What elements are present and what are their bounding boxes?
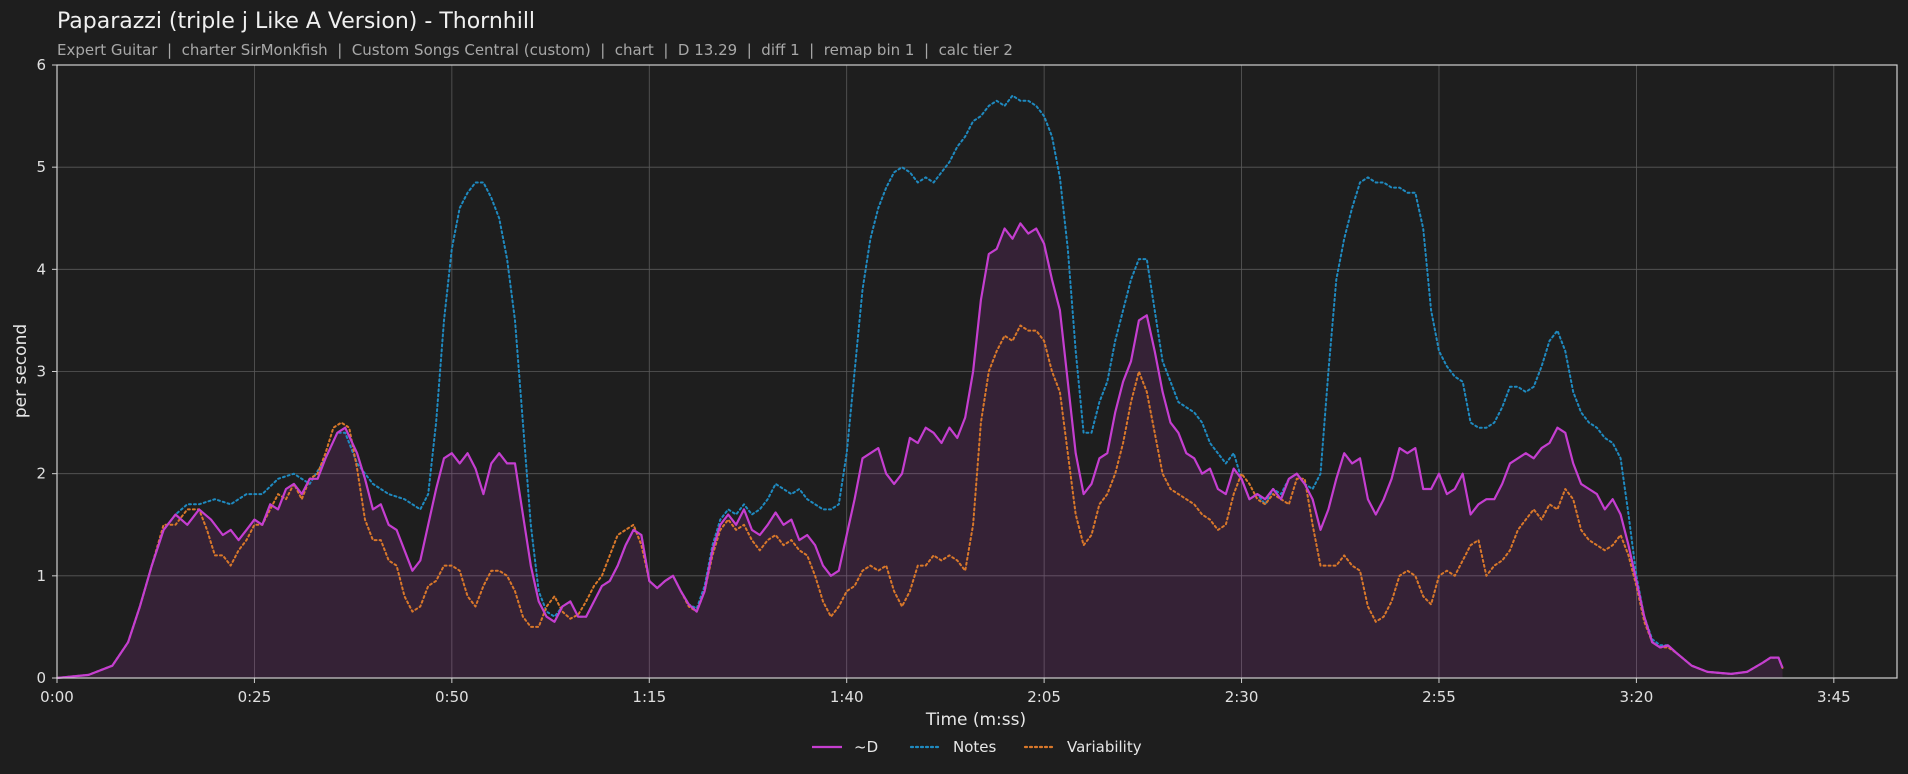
legend-label: Variability bbox=[1067, 738, 1142, 756]
chart-subtitle: Expert Guitar | charter SirMonkfish | Cu… bbox=[57, 41, 1013, 59]
legend-label: ~D bbox=[854, 738, 878, 756]
y-tick-label: 0 bbox=[36, 669, 46, 687]
y-tick-label: 2 bbox=[36, 465, 46, 483]
x-axis-label: Time (m:ss) bbox=[925, 710, 1026, 730]
y-tick-label: 4 bbox=[36, 260, 46, 278]
y-tick-label: 3 bbox=[36, 363, 46, 381]
x-tick-label: 0:50 bbox=[435, 688, 469, 706]
y-tick-label: 1 bbox=[36, 567, 46, 585]
series-layer bbox=[56, 94, 1784, 680]
x-tick-label: 3:45 bbox=[1817, 688, 1851, 706]
x-tick-label: 1:15 bbox=[632, 688, 666, 706]
x-axis-ticks: 0:00 0:25 0:50 1:15 1:40 2:05 2:30 2:55 3:20 3:45 bbox=[40, 678, 1851, 706]
y-axis-ticks: 0 1 2 3 4 5 6 bbox=[36, 56, 57, 687]
series-line-d bbox=[56, 222, 1784, 680]
series-line-variability bbox=[56, 324, 1784, 679]
x-tick-label: 3:20 bbox=[1620, 688, 1654, 706]
series-line-notes bbox=[56, 94, 1784, 679]
y-tick-label: 6 bbox=[36, 56, 46, 74]
x-tick-label: 0:25 bbox=[238, 688, 272, 706]
x-tick-label: 2:55 bbox=[1422, 688, 1456, 706]
legend-label: Notes bbox=[953, 738, 997, 756]
y-axis-label: per second bbox=[11, 324, 31, 418]
x-tick-label: 1:40 bbox=[830, 688, 864, 706]
chart-title: Paparazzi (triple j Like A Version) - Th… bbox=[57, 9, 535, 34]
x-tick-label: 2:05 bbox=[1027, 688, 1061, 706]
legend: ~D Notes Variability bbox=[812, 738, 1142, 756]
y-tick-label: 5 bbox=[36, 158, 46, 176]
x-tick-label: 0:00 bbox=[40, 688, 74, 706]
x-tick-label: 2:30 bbox=[1225, 688, 1259, 706]
